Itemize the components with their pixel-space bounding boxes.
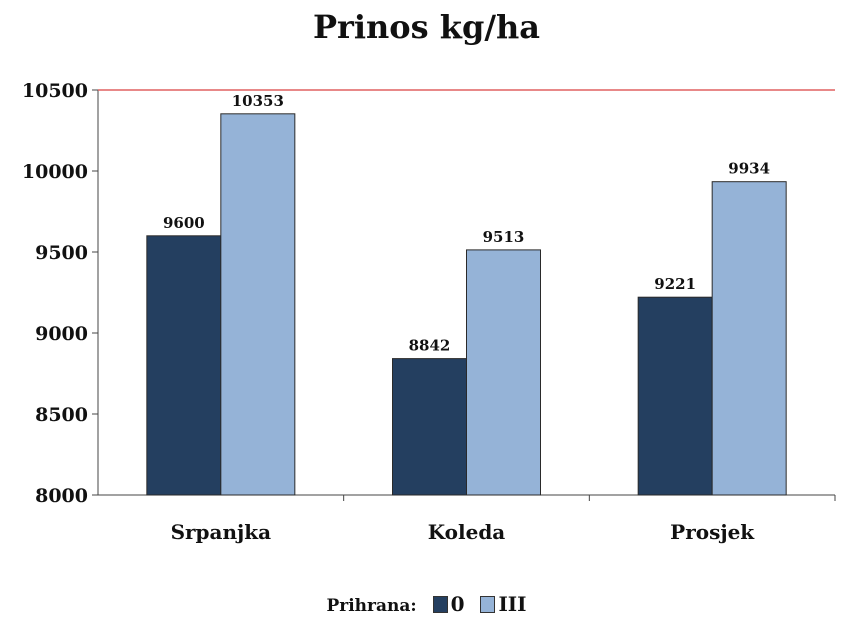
bar-koleda-series-1 — [466, 249, 541, 496]
y-tick-label: 9500 — [35, 242, 88, 264]
data-label: 8842 — [409, 337, 451, 355]
data-label: 9600 — [163, 214, 205, 232]
bar-srpanjka-series-1 — [220, 113, 296, 496]
data-label: 10353 — [232, 92, 284, 110]
bar-koleda-series-0 — [392, 358, 467, 496]
x-category-label: Koleda — [428, 520, 506, 544]
y-tick-label: 10500 — [22, 80, 88, 102]
data-label: 9934 — [728, 160, 770, 178]
legend-swatch-series-1 — [480, 596, 496, 613]
legend-label-series-0: 0 — [450, 592, 465, 616]
legend: Prihrana: 0 III — [0, 592, 853, 616]
bar-prosjek-series-1 — [711, 181, 787, 496]
chart-title: Prinos kg/ha — [312, 8, 541, 46]
y-tick-label: 8500 — [35, 404, 88, 426]
y-tick-label: 8000 — [35, 485, 88, 507]
y-tick-label: 10000 — [22, 161, 88, 183]
data-label: 9221 — [654, 275, 696, 293]
x-category-label: Srpanjka — [171, 520, 272, 544]
bar-srpanjka-series-0 — [146, 235, 222, 496]
data-label: 9513 — [483, 228, 525, 246]
legend-title: Prihrana: — [326, 596, 417, 616]
legend-swatch-series-0 — [432, 596, 448, 613]
y-tick-label: 9000 — [35, 323, 88, 345]
bar-prosjek-series-0 — [637, 296, 713, 496]
legend-label-series-1: III — [498, 592, 527, 616]
x-category-label: Prosjek — [670, 520, 755, 544]
